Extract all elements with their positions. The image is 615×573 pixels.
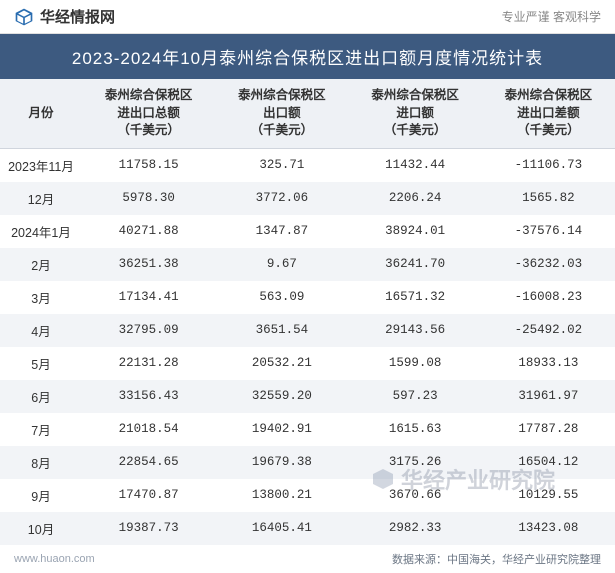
col-header-total: 泰州综合保税区进出口总额（千美元） xyxy=(82,79,215,148)
cell-value: 38924.01 xyxy=(349,215,482,248)
cell-value: 11758.15 xyxy=(82,148,215,182)
col-header-diff: 泰州综合保税区进出口差额（千美元） xyxy=(482,79,615,148)
cell-value: 10129.55 xyxy=(482,479,615,512)
table-header-row: 月份 泰州综合保税区进出口总额（千美元） 泰州综合保税区出口额（千美元） 泰州综… xyxy=(0,79,615,148)
cell-value: 18933.13 xyxy=(482,347,615,380)
cell-value: 17134.41 xyxy=(82,281,215,314)
table-row: 2月36251.389.6736241.70-36232.03 xyxy=(0,248,615,281)
cell-month: 9月 xyxy=(0,479,82,512)
table-row: 9月17470.8713800.213670.6610129.55 xyxy=(0,479,615,512)
cell-value: 11432.44 xyxy=(349,148,482,182)
cell-value: 36251.38 xyxy=(82,248,215,281)
cell-value: 29143.56 xyxy=(349,314,482,347)
cell-value: 21018.54 xyxy=(82,413,215,446)
table-row: 12月5978.303772.062206.241565.82 xyxy=(0,182,615,215)
cell-value: 36241.70 xyxy=(349,248,482,281)
cell-value: 16571.32 xyxy=(349,281,482,314)
site-name: 华经情报网 xyxy=(40,6,115,27)
cell-value: 1615.63 xyxy=(349,413,482,446)
cell-value: -37576.14 xyxy=(482,215,615,248)
cell-month: 5月 xyxy=(0,347,82,380)
table-row: 2023年11月11758.15325.7111432.44-11106.73 xyxy=(0,148,615,182)
table-row: 7月21018.5419402.911615.6317787.28 xyxy=(0,413,615,446)
cell-value: 22854.65 xyxy=(82,446,215,479)
cell-month: 3月 xyxy=(0,281,82,314)
cell-value: 19679.38 xyxy=(215,446,348,479)
table-body: 2023年11月11758.15325.7111432.44-11106.731… xyxy=(0,148,615,545)
table-row: 8月22854.6519679.383175.2616504.12 xyxy=(0,446,615,479)
cell-value: -25492.02 xyxy=(482,314,615,347)
cell-month: 6月 xyxy=(0,380,82,413)
table-title: 2023-2024年10月泰州综合保税区进出口额月度情况统计表 xyxy=(0,34,615,79)
cell-value: 32559.20 xyxy=(215,380,348,413)
cell-value: -16008.23 xyxy=(482,281,615,314)
cell-value: 9.67 xyxy=(215,248,348,281)
table-row: 3月17134.41563.0916571.32-16008.23 xyxy=(0,281,615,314)
cell-value: 2206.24 xyxy=(349,182,482,215)
cell-value: 3651.54 xyxy=(215,314,348,347)
table-row: 5月22131.2820532.211599.0818933.13 xyxy=(0,347,615,380)
header-tagline: 专业严谨 客观科学 xyxy=(502,8,601,25)
cell-value: -36232.03 xyxy=(482,248,615,281)
cell-value: 5978.30 xyxy=(82,182,215,215)
cell-month: 2月 xyxy=(0,248,82,281)
cell-value: 20532.21 xyxy=(215,347,348,380)
cell-value: 32795.09 xyxy=(82,314,215,347)
page-header: 华经情报网 专业严谨 客观科学 xyxy=(0,0,615,34)
cell-month: 2024年1月 xyxy=(0,215,82,248)
cell-value: 325.71 xyxy=(215,148,348,182)
cell-value: 563.09 xyxy=(215,281,348,314)
footer-source: 数据来源：中国海关，华经产业研究院整理 xyxy=(392,551,601,567)
logo-icon xyxy=(14,7,34,27)
cell-value: 597.23 xyxy=(349,380,482,413)
page-footer: www.huaon.com 数据来源：中国海关，华经产业研究院整理 xyxy=(0,545,615,573)
cell-value: 16504.12 xyxy=(482,446,615,479)
cell-value: 13800.21 xyxy=(215,479,348,512)
cell-value: 17470.87 xyxy=(82,479,215,512)
cell-value: -11106.73 xyxy=(482,148,615,182)
cell-value: 3670.66 xyxy=(349,479,482,512)
cell-value: 19402.91 xyxy=(215,413,348,446)
col-header-month: 月份 xyxy=(0,79,82,148)
cell-month: 4月 xyxy=(0,314,82,347)
cell-month: 8月 xyxy=(0,446,82,479)
cell-value: 1347.87 xyxy=(215,215,348,248)
cell-value: 3772.06 xyxy=(215,182,348,215)
cell-value: 33156.43 xyxy=(82,380,215,413)
cell-value: 22131.28 xyxy=(82,347,215,380)
cell-value: 1565.82 xyxy=(482,182,615,215)
cell-value: 17787.28 xyxy=(482,413,615,446)
data-table: 月份 泰州综合保税区进出口总额（千美元） 泰州综合保税区出口额（千美元） 泰州综… xyxy=(0,79,615,545)
table-row: 2024年1月40271.881347.8738924.01-37576.14 xyxy=(0,215,615,248)
col-header-import: 泰州综合保税区进口额（千美元） xyxy=(349,79,482,148)
footer-url: www.huaon.com xyxy=(14,553,95,565)
cell-value: 1599.08 xyxy=(349,347,482,380)
col-header-export: 泰州综合保税区出口额（千美元） xyxy=(215,79,348,148)
cell-month: 2023年11月 xyxy=(0,148,82,182)
cell-value: 3175.26 xyxy=(349,446,482,479)
table-row: 6月33156.4332559.20597.2331961.97 xyxy=(0,380,615,413)
table-row: 4月32795.093651.5429143.56-25492.02 xyxy=(0,314,615,347)
cell-value: 31961.97 xyxy=(482,380,615,413)
header-left: 华经情报网 xyxy=(14,6,115,27)
cell-month: 7月 xyxy=(0,413,82,446)
cell-value: 40271.88 xyxy=(82,215,215,248)
cell-month: 12月 xyxy=(0,182,82,215)
